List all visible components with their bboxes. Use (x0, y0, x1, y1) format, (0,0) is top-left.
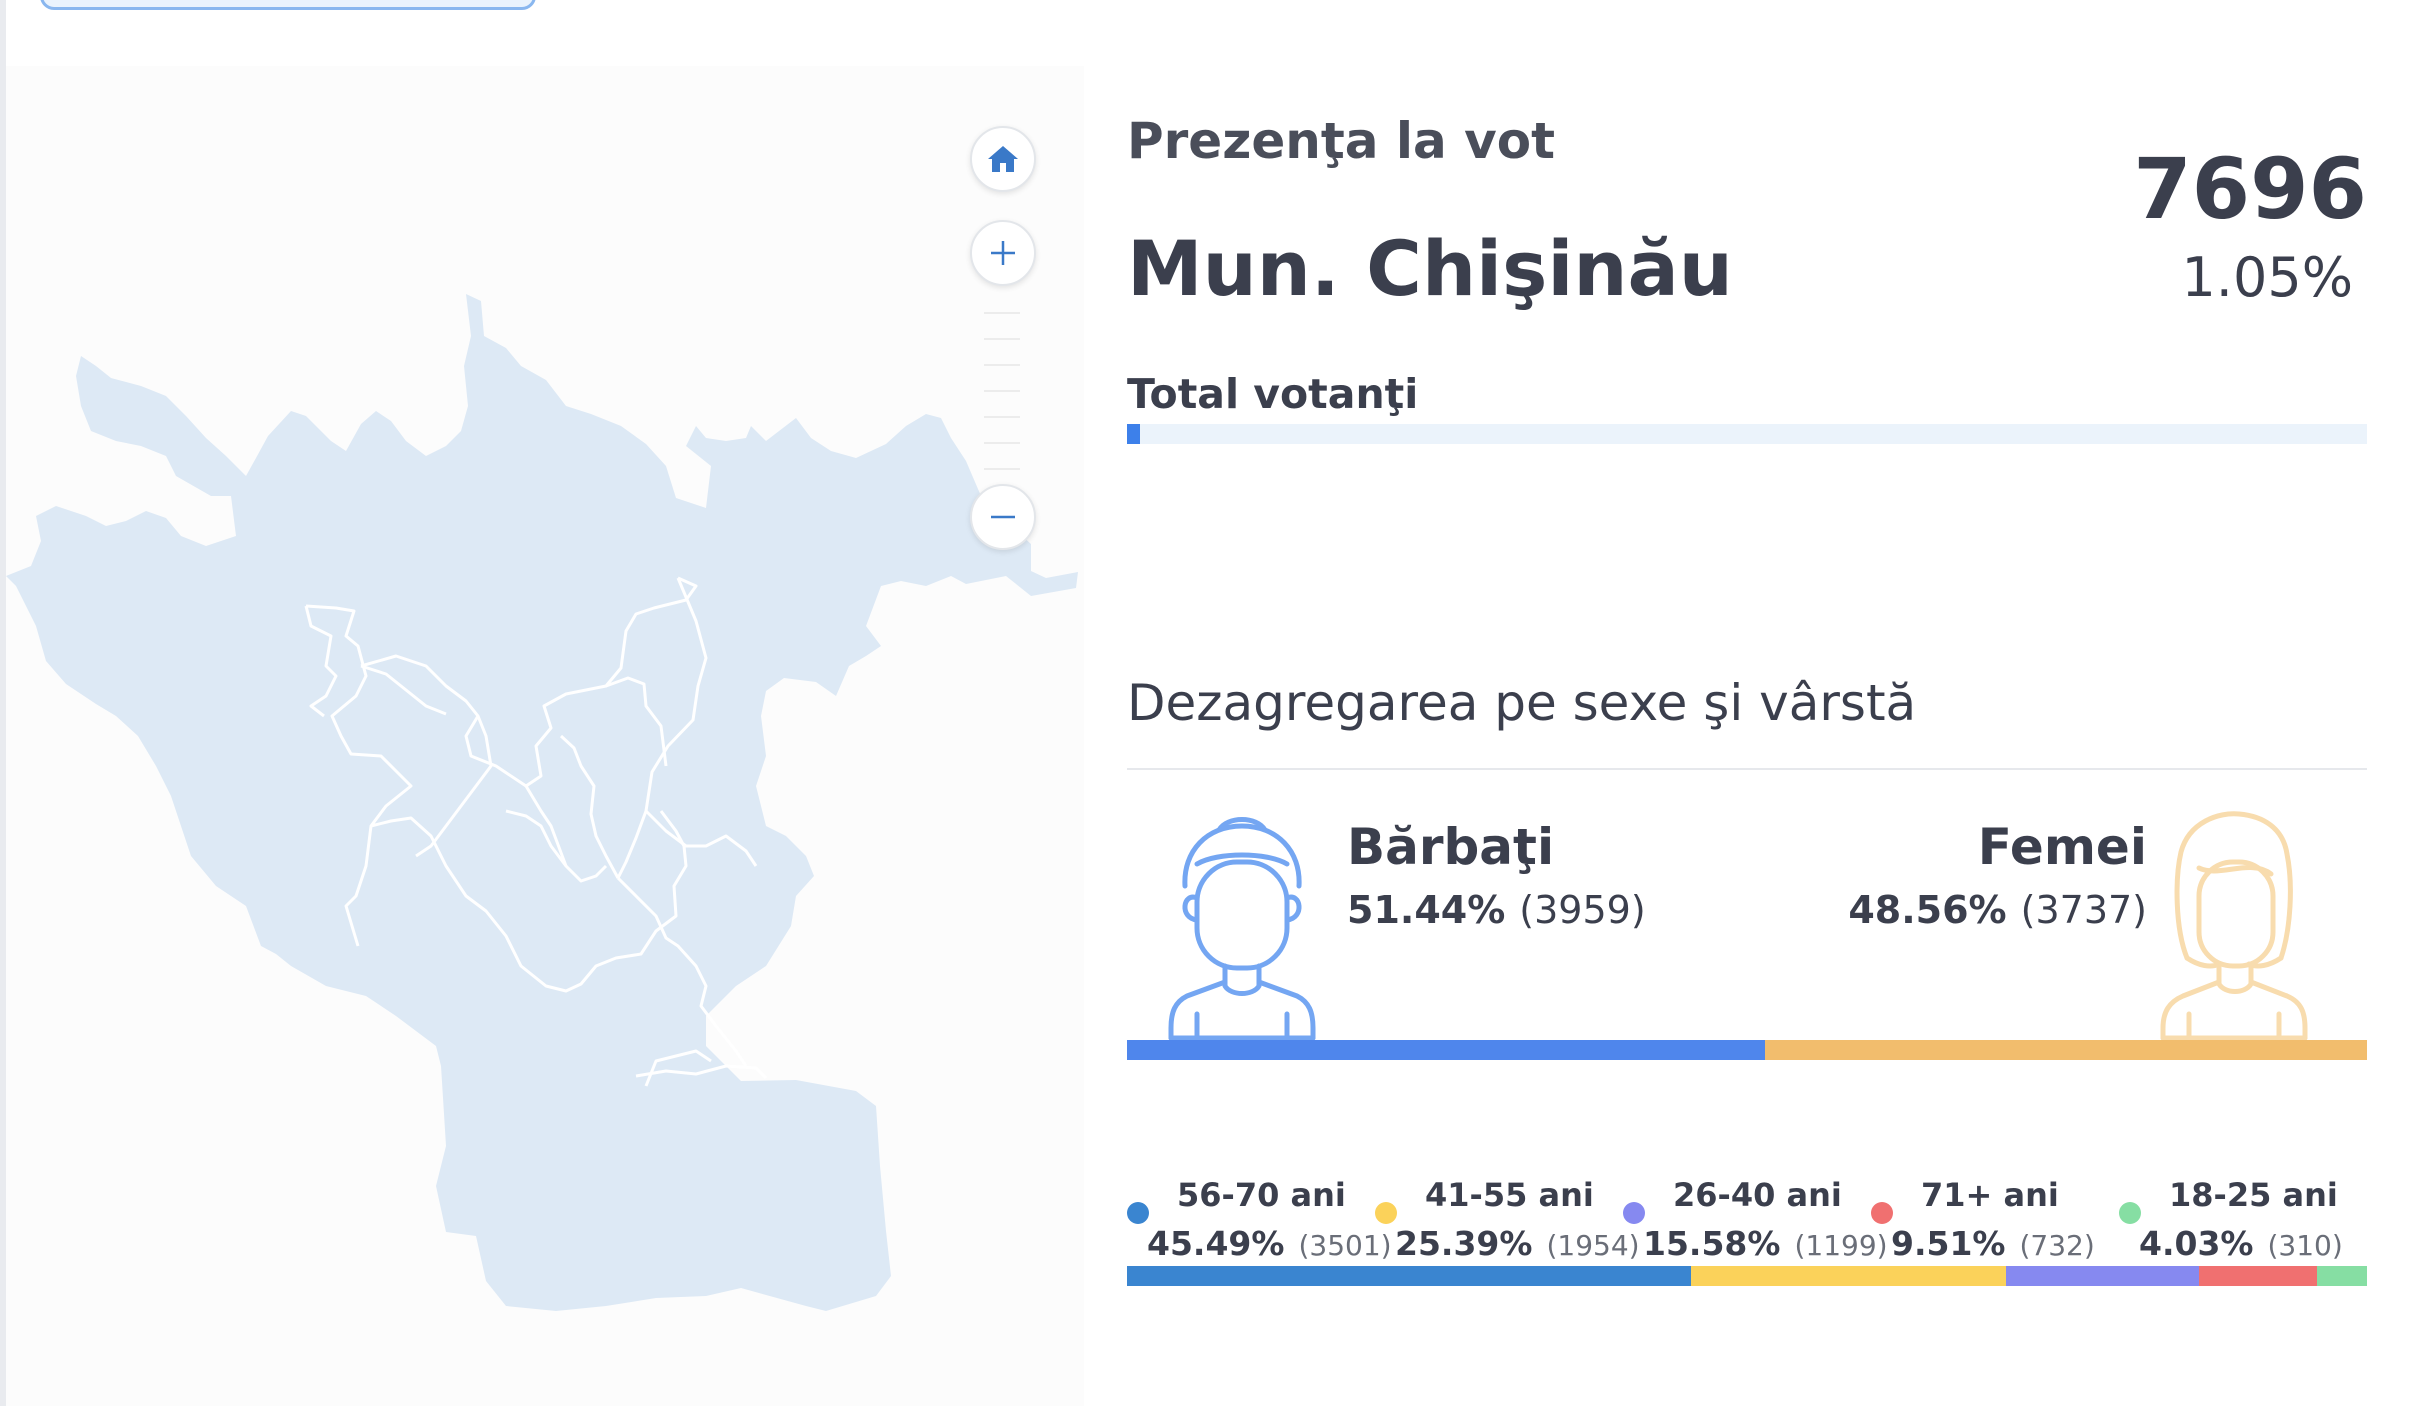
age-group-item: 18-25 ani 4.03% (310) (2119, 1176, 2367, 1266)
age-group-label: 71+ ani (1921, 1176, 2059, 1214)
plus-icon (991, 241, 1015, 265)
age-group-count: (1954) (1546, 1229, 1640, 1262)
map-home-button[interactable] (970, 126, 1036, 192)
left-gutter (0, 0, 6, 1406)
breakdown-heading: Dezagregarea pe sexe şi vârstă (1127, 674, 1917, 732)
age-group-label: 41-55 ani (1425, 1176, 1594, 1214)
age-legend: 56-70 ani 45.49% (3501) 41-55 ani 25.39% (195… (1127, 1176, 2367, 1266)
age-bar-segment (1127, 1266, 1692, 1286)
male-stats: 51.44% (3959) (1347, 888, 1646, 932)
age-group-label: 18-25 ani (2169, 1176, 2338, 1214)
female-count: (3737) (2020, 888, 2147, 932)
turnout-label: Prezenţa la vot (1127, 112, 1556, 170)
age-group-percent: 25.39% (1395, 1224, 1533, 1263)
age-bar-segment (2199, 1266, 2317, 1286)
gender-bar-female (1764, 1040, 2367, 1060)
age-group-stats: 4.03% (310) (2139, 1224, 2343, 1263)
male-count: (3959) (1519, 888, 1646, 932)
age-bar-segment (1691, 1266, 2006, 1286)
zoom-scale-tick (984, 338, 1020, 340)
age-group-percent: 9.51% (1891, 1224, 2006, 1263)
zoom-scale-tick (984, 390, 1020, 392)
gender-split-bar (1127, 1040, 2367, 1060)
male-avatar-icon (1168, 817, 1316, 1041)
age-group-label: 56-70 ani (1177, 1176, 1346, 1214)
age-group-dot (1623, 1202, 1645, 1224)
age-group-count: (310) (2267, 1229, 2343, 1262)
male-percent: 51.44% (1347, 888, 1506, 932)
age-group-item: 56-70 ani 45.49% (3501) (1127, 1176, 1392, 1266)
age-bar-segment (2317, 1266, 2367, 1286)
age-group-stats: 15.58% (1199) (1643, 1224, 1888, 1263)
age-group-count: (732) (2019, 1229, 2095, 1262)
age-group-item: 41-55 ani 25.39% (1954) (1375, 1176, 1640, 1266)
female-percent: 48.56% (1848, 888, 2007, 932)
gender-bar-male (1127, 1040, 1765, 1060)
age-group-percent: 45.49% (1147, 1224, 1285, 1263)
zoom-scale-tick (984, 364, 1020, 366)
zoom-scale-tick (984, 416, 1020, 418)
zoom-scale-tick (984, 442, 1020, 444)
age-split-bar (1127, 1266, 2367, 1286)
female-avatar-icon (2160, 811, 2308, 1041)
turnout-percent: 1.05% (2181, 246, 2353, 309)
age-group-stats: 9.51% (732) (1891, 1224, 2095, 1263)
age-group-dot (2119, 1202, 2141, 1224)
age-group-percent: 15.58% (1643, 1224, 1781, 1263)
age-group-stats: 25.39% (1954) (1395, 1224, 1640, 1263)
section-divider (1127, 768, 2367, 770)
age-group-percent: 4.03% (2139, 1224, 2254, 1263)
municipality-shape[interactable] (6, 294, 1078, 1311)
age-group-dot (1871, 1202, 1893, 1224)
male-label: Bărbaţi (1347, 818, 1555, 876)
map-zoom-out-button[interactable] (970, 484, 1036, 550)
info-panel: Prezenţa la vot Mun. Chişinău 7696 1.05%… (1127, 0, 2367, 1406)
home-icon (988, 146, 1018, 172)
map-panel[interactable] (6, 66, 1084, 1406)
age-bar-segment (2005, 1266, 2200, 1286)
map-zoom-in-button[interactable] (970, 220, 1036, 286)
total-voters-count: 7696 (2133, 140, 2367, 238)
female-stats: 48.56% (3737) (1848, 888, 2147, 932)
region-map[interactable] (6, 66, 1084, 1406)
age-group-label: 26-40 ani (1673, 1176, 1842, 1214)
female-label: Femei (1977, 818, 2147, 876)
total-voters-label: Total votanţi (1127, 370, 1419, 418)
age-group-dot (1127, 1202, 1149, 1224)
turnout-progress-fill (1127, 424, 1141, 444)
top-tab[interactable] (40, 0, 536, 10)
turnout-progress-bar (1127, 424, 2367, 444)
age-group-item: 26-40 ani 15.58% (1199) (1623, 1176, 1888, 1266)
age-group-item: 71+ ani 9.51% (732) (1871, 1176, 2119, 1266)
age-group-dot (1375, 1202, 1397, 1224)
age-group-count: (1199) (1794, 1229, 1888, 1262)
zoom-scale-tick (984, 468, 1020, 470)
zoom-scale-tick (984, 312, 1020, 314)
minus-icon (991, 515, 1015, 519)
age-group-stats: 45.49% (3501) (1147, 1224, 1392, 1263)
age-group-count: (3501) (1298, 1229, 1392, 1262)
district-borders (304, 576, 768, 1087)
region-name: Mun. Chişinău (1127, 224, 1733, 313)
